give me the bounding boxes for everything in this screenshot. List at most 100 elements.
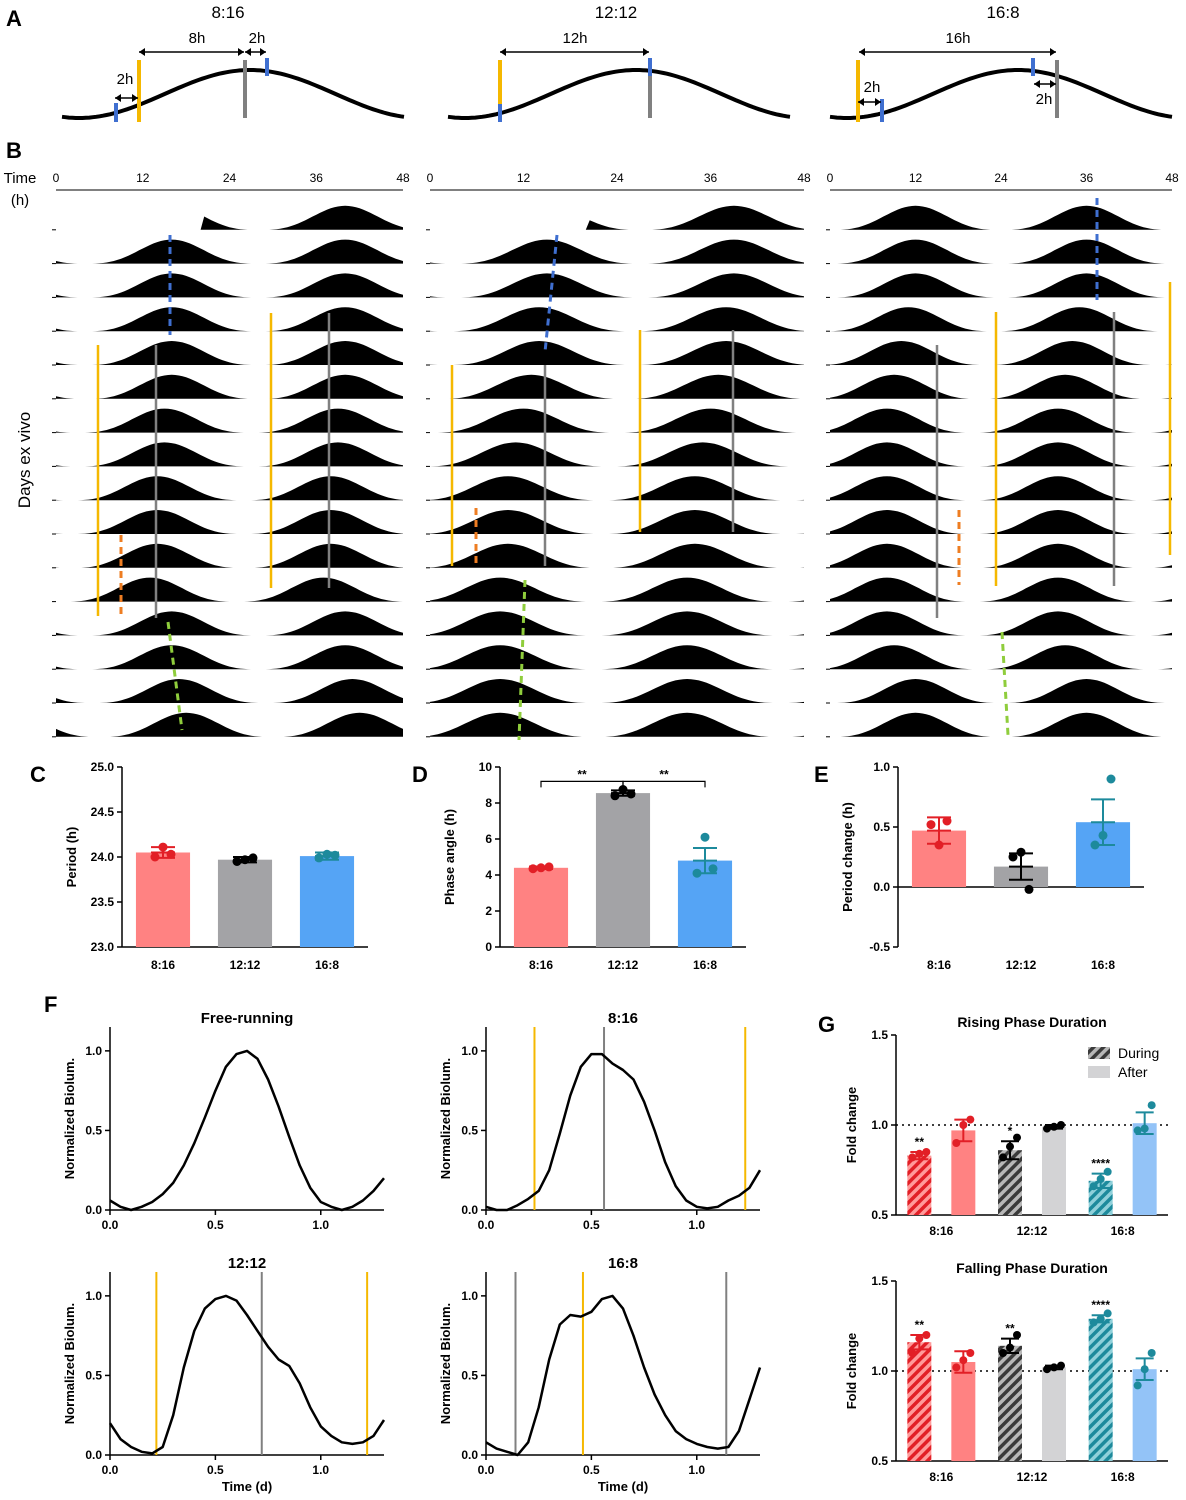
- panel-a-wave-1: [447, 68, 791, 120]
- label-2h-b: 2h: [249, 30, 266, 47]
- G1-title: Rising Phase Duration: [957, 1014, 1106, 1030]
- E-xlabel-1: 12:12: [1006, 958, 1037, 972]
- actogram-row-1-13: [430, 645, 804, 670]
- F4-curve: [485, 1294, 762, 1457]
- G1-point-during-0-1: [915, 1149, 924, 1158]
- actogram-tick-1-4: 48: [797, 171, 811, 185]
- actogram-row-0-7: [56, 442, 403, 467]
- D-point-2-1: [700, 832, 710, 842]
- panel-letter-a: A: [6, 6, 22, 31]
- actogram-row-0-15: [56, 712, 403, 737]
- G1-xlabel-0: 8:16: [929, 1224, 953, 1238]
- G2-point-during-0-1: [915, 1334, 924, 1343]
- D-ylabel: Phase angle (h): [442, 809, 457, 905]
- actogram-row-1-2: [430, 273, 804, 298]
- F4-ytick-label-1: 0.5: [461, 1368, 478, 1382]
- C-point-2-1: [322, 849, 332, 859]
- G1-point-during-2-2: [1103, 1167, 1112, 1176]
- panel-a-arrowhead-0-1-l: [139, 48, 145, 56]
- label-2h-a: 2h: [117, 71, 134, 88]
- F3-xlabel: Time (d): [222, 1479, 272, 1494]
- panel-letter-e: E: [814, 762, 829, 787]
- G1-bar-after-1: [1042, 1126, 1066, 1215]
- G1-sig-0: **: [915, 1135, 925, 1149]
- panel-c-chart: 23.0 23.5 24.0 24.5 25.0 Period (h) 8:16 12:12 1…: [64, 760, 368, 972]
- panel-a-arrowhead-0-2-r: [260, 48, 266, 56]
- C-point-2-0: [314, 853, 324, 863]
- G2-point-during-2-2: [1103, 1309, 1112, 1318]
- actogram-row-1-14: [430, 679, 804, 703]
- panel-e-chart: -0.5 0.0 0.5 1.0 Period change (h) 8:16 12:12 1…: [840, 760, 1144, 972]
- F3-xtick-label-2: 1.0: [312, 1463, 329, 1477]
- F4-ytick-label-2: 1.0: [461, 1289, 478, 1303]
- F3-ylabel: Normalized Biolum.: [62, 1303, 77, 1424]
- F3-title: 12:12: [228, 1255, 266, 1272]
- actogram-row-2-2: [830, 273, 1172, 298]
- label-8h: 8h: [189, 30, 206, 47]
- actogram-row-2-5: [830, 374, 1172, 399]
- D-point-0-1: [536, 863, 546, 873]
- label-2h-d: 2h: [1036, 91, 1053, 108]
- actogram-row-0-12: [56, 611, 403, 636]
- actogram-tick-0-4: 48: [396, 171, 410, 185]
- D-point-0-2: [544, 862, 554, 872]
- legend-label-during: During: [1118, 1045, 1159, 1061]
- panel-a-arrowhead-0-0-r: [132, 94, 138, 102]
- C-bar-2: [299, 856, 355, 947]
- G2-xlabel-1: 12:12: [1017, 1470, 1048, 1484]
- D-ytick-label-4: 8: [485, 796, 492, 810]
- actogram-row-2-3: [830, 307, 1172, 332]
- time-label: Time: [4, 170, 37, 187]
- E-point-2-2: [1106, 774, 1116, 784]
- actogram-row-0-8: [56, 476, 403, 501]
- G1-point-after-0-1: [959, 1121, 968, 1129]
- panel-a-arrowhead-2-1-r: [875, 98, 881, 106]
- panel-a-arrowhead-2-0-r: [1050, 48, 1056, 56]
- G2-point-during-1-1: [1006, 1343, 1014, 1352]
- E-xlabel-2: 16:8: [1091, 958, 1115, 972]
- panel-letter-g: G: [818, 1012, 835, 1037]
- actogram-green-dash-3: [1000, 631, 1010, 736]
- actogram-row-2-0: [830, 205, 1172, 230]
- F2-title: 8:16: [608, 1010, 638, 1027]
- actogram-row-0-1: [56, 239, 403, 264]
- G2-ylabel: Fold change: [844, 1333, 859, 1410]
- G2-xlabel-0: 8:16: [929, 1470, 953, 1484]
- E-point-0-0: [926, 820, 936, 830]
- E-point-1-0: [1008, 852, 1018, 862]
- F4-xlabel: Time (d): [598, 1479, 648, 1494]
- G1-point-during-2-0: [1089, 1182, 1098, 1191]
- time-unit: (h): [11, 192, 29, 209]
- C-xlabel-2: 16:8: [315, 958, 339, 972]
- C-point-1-1: [240, 855, 250, 865]
- actogram-tick-2-3: 36: [1080, 171, 1094, 185]
- F4-ytick-label-0: 0.0: [461, 1448, 478, 1462]
- G2-point-after-0-2: [966, 1349, 975, 1357]
- panel-a-wave-2: [829, 68, 1173, 120]
- D-point-1-2: [626, 789, 636, 799]
- actogram-tick-2-4: 48: [1165, 171, 1179, 185]
- G1-point-after-0-2: [966, 1115, 975, 1124]
- G1-bar-after-2: [1132, 1123, 1157, 1215]
- actogram-tick-1-0: 0: [427, 171, 434, 185]
- actogram-tick-1-1: 12: [517, 171, 531, 185]
- F2-xtick-label-1: 0.5: [583, 1218, 600, 1232]
- actogram-row-1-11: [430, 577, 804, 602]
- G1-point-during-1-2: [1013, 1133, 1021, 1142]
- actogram-row-0-0: [56, 205, 403, 230]
- actogram-row-1-0: [430, 205, 804, 230]
- E-point-2-1: [1098, 830, 1108, 840]
- G2-xlabel-2: 16:8: [1111, 1470, 1135, 1484]
- D-point-1-0: [610, 791, 620, 801]
- G2-bar-after-1: [1042, 1367, 1066, 1461]
- D-point-0-0: [528, 864, 538, 874]
- G2-point-during-2-1: [1096, 1314, 1105, 1323]
- C-ytick-label-1: 23.5: [91, 895, 115, 909]
- actogram-row-2-7: [830, 442, 1172, 467]
- G2-point-after-1-2: [1057, 1361, 1065, 1370]
- G2-point-after-1-1: [1050, 1363, 1058, 1372]
- panel-a-title-12-12: 12:12: [595, 3, 638, 22]
- E-xlabel-0: 8:16: [927, 958, 951, 972]
- G1-point-after-2-0: [1133, 1126, 1142, 1135]
- E-point-0-1: [934, 840, 944, 850]
